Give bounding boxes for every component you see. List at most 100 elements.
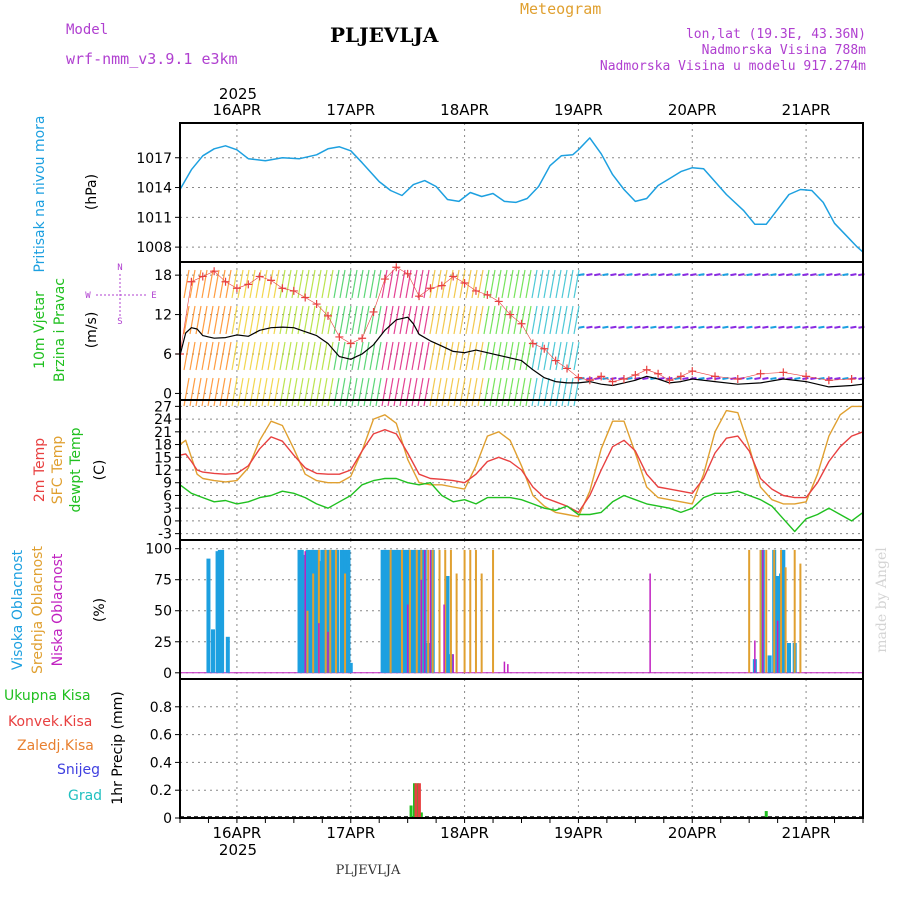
xtick-top-17APR: 17APR [326, 101, 375, 119]
pressure-unit: (hPa) [84, 174, 100, 210]
wind-arrow [762, 273, 769, 277]
ytick-label-2-8: 21 [154, 425, 172, 441]
cloud-bar-2 [429, 549, 432, 673]
wind-arrow [706, 325, 713, 329]
wind-arrow [465, 269, 472, 299]
wind-arrow [810, 325, 817, 329]
wind-arrow [315, 305, 322, 335]
cloud-bar-0 [339, 549, 344, 673]
wind-arrow [423, 305, 430, 335]
wind-arrow [722, 325, 729, 329]
wind-arrow [213, 377, 220, 407]
wind-arrow [375, 341, 382, 371]
cloud-bar-1 [444, 549, 447, 673]
wind-arrow [618, 273, 625, 277]
wind-arrow [650, 273, 657, 277]
wind-arrow [429, 269, 436, 299]
wind-arrow [810, 273, 817, 277]
cloud-bar-1 [463, 549, 466, 673]
wind-arrow [549, 377, 556, 407]
wind-arrow [802, 325, 809, 329]
wind-arrow [393, 377, 400, 407]
ytick-label-2-1: 0 [163, 514, 172, 530]
wind-arrow [195, 269, 202, 299]
wind-arrow [447, 305, 454, 335]
wind-arrow [573, 305, 580, 335]
wind-arrow [279, 269, 286, 299]
cloud-bar-0 [320, 549, 325, 673]
xtick-top-16APR: 16APR [213, 101, 262, 119]
cloud-bar-0 [767, 655, 772, 673]
wind-arrow [555, 305, 562, 335]
wind-arrow [339, 341, 346, 371]
cloud-low-title: Niska Oblacnost [50, 553, 66, 666]
wind-arrow [243, 305, 250, 335]
wind-arrow [261, 377, 268, 407]
cloud-bar-2 [754, 640, 756, 673]
cloud-bar-2 [420, 579, 423, 673]
ytick-label-1-1: 6 [163, 347, 172, 363]
wind-arrow [578, 273, 585, 277]
wind-arrow [610, 325, 617, 329]
wind-arrow [778, 325, 785, 329]
cloud-bar-0 [346, 549, 351, 673]
wind-arrow [351, 305, 358, 335]
wind-arrow [477, 269, 484, 299]
dewpt-title: dewpt Temp [68, 427, 84, 512]
wind-arrow [267, 341, 274, 371]
wind-arrow [321, 377, 328, 407]
cloud-bar-0 [413, 549, 418, 673]
wind-arrow [754, 376, 761, 380]
wind-arrow [507, 305, 514, 335]
wind-arrow [543, 377, 550, 407]
wind-arrow [834, 325, 841, 329]
wind-arrow [297, 269, 304, 299]
cloud-bar-1 [408, 549, 411, 673]
wind-arrow [786, 376, 793, 380]
wind-arrow [826, 325, 833, 329]
wind-arrow [706, 273, 713, 277]
wind-arrow [279, 377, 286, 407]
wind-arrow [778, 273, 785, 277]
precip-bar-1 [417, 783, 421, 818]
wind-arrow [291, 269, 298, 299]
wind-arrow [189, 377, 196, 407]
wind-arrow [834, 376, 841, 380]
wind-arrow [682, 325, 689, 329]
cloud-bar-2 [423, 549, 426, 673]
cloud-bar-1 [784, 567, 787, 673]
wind-arrow [357, 269, 364, 299]
wind-arrow [610, 273, 617, 277]
wind-arrow [483, 377, 490, 407]
cloud-bar-1 [344, 573, 347, 673]
wind-arrow [706, 376, 713, 380]
wind-arrow [519, 305, 526, 335]
wind-arrow [339, 377, 346, 407]
wind-arrow [249, 377, 256, 407]
cloud-bar-2 [503, 661, 506, 673]
wind-arrow [285, 305, 292, 335]
cloud-bar-2 [776, 620, 779, 673]
wind-arrow [567, 377, 574, 407]
cloud-unit: (%) [92, 598, 108, 622]
wind-arrow [531, 377, 538, 407]
cloud-bar-0 [417, 549, 422, 673]
wind-arrow [543, 341, 550, 371]
wind-arrow [405, 341, 412, 371]
wind-arrow [387, 305, 394, 335]
wind-arrow [321, 341, 328, 371]
wind-arrow [363, 269, 370, 299]
wind-arrow [483, 269, 490, 299]
cloud-bar-1 [765, 549, 768, 673]
cloud-bar-1 [480, 573, 483, 673]
wind-arrow [429, 377, 436, 407]
xtick-top-18APR: 18APR [440, 101, 489, 119]
wind-arrow [441, 269, 448, 299]
ytick-label-0-2: 1014 [136, 181, 172, 197]
wind-arrow [754, 273, 761, 277]
wind-arrow [573, 269, 580, 299]
wind-arrow [435, 341, 442, 371]
wind-arrow [237, 341, 244, 371]
wind-arrow [537, 269, 544, 299]
wind-arrow [351, 341, 358, 371]
